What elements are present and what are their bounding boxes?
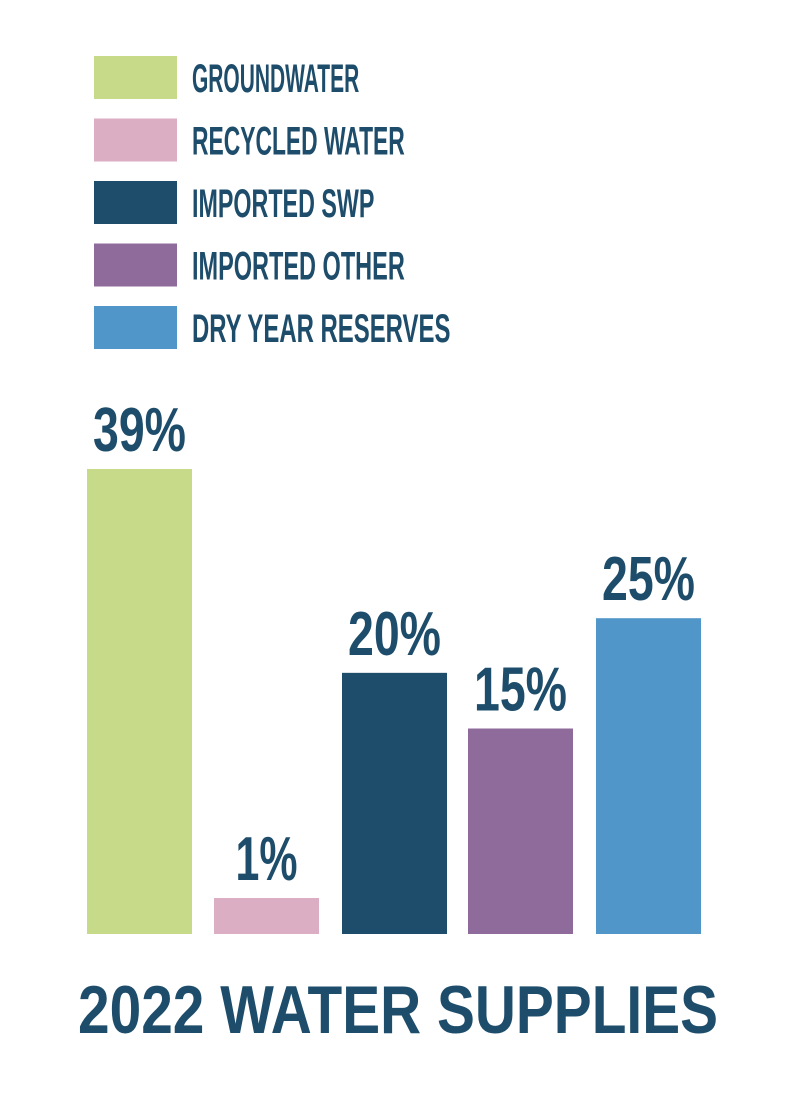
legend-swatch [94, 306, 177, 349]
bar-imported-swp [342, 672, 447, 934]
bars [87, 469, 701, 934]
legend-label: RECYCLED WATER [192, 120, 405, 164]
chart-title: 2022 WATER SUPPLIES [78, 972, 718, 1048]
legend-swatch [94, 118, 177, 162]
bar-groundwater [87, 469, 192, 934]
legend-label: GROUNDWATER [192, 57, 359, 101]
data-labels: 39% 1% 20% 15% 25% [93, 396, 695, 894]
data-label: 39% [93, 396, 186, 465]
legend-label: DRY YEAR RESERVES [192, 307, 450, 351]
bar-dry-year-reserves [596, 618, 701, 934]
legend: GROUNDWATER RECYCLED WATER IMPORTED SWP IMP… [94, 56, 450, 351]
legend-label: IMPORTED SWP [192, 182, 374, 226]
legend-swatch [94, 243, 177, 287]
data-label: 1% [236, 825, 298, 894]
data-label: 25% [602, 545, 695, 614]
legend-label: IMPORTED OTHER [192, 245, 405, 289]
legend-swatch [94, 181, 177, 224]
bar-imported-other [468, 728, 573, 934]
legend-swatch [94, 56, 177, 99]
data-label: 15% [474, 656, 567, 725]
data-label: 20% [348, 600, 441, 669]
bar-recycled-water [214, 898, 319, 934]
